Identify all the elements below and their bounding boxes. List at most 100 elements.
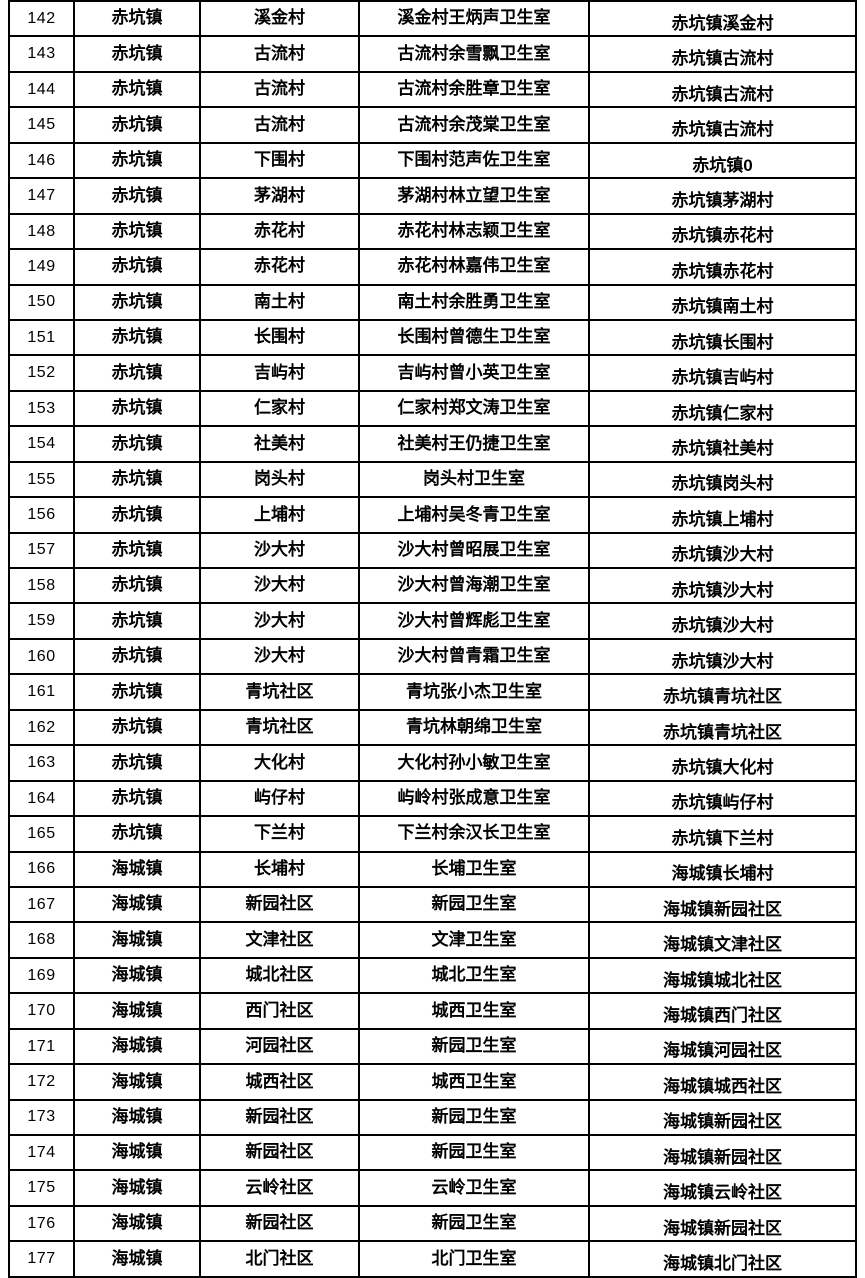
cell-no: 173 bbox=[10, 1100, 75, 1134]
cell-no: 169 bbox=[10, 958, 75, 993]
cell-town: 赤坑镇 bbox=[75, 746, 201, 780]
cell-clinic: 屿岭村张成意卫生室 bbox=[360, 781, 590, 816]
table-row: 156 赤坑镇 上埔村 上埔村吴冬青卫生室 赤坑镇上埔村 bbox=[10, 496, 855, 532]
cell-clinic: 下兰村余汉长卫生室 bbox=[360, 817, 590, 851]
table-row: 177 海城镇 北门社区 北门卫生室 海城镇北门社区 bbox=[10, 1240, 855, 1276]
cell-village: 下兰村 bbox=[201, 817, 360, 851]
cell-town: 海城镇 bbox=[75, 1029, 201, 1064]
cell-no: 163 bbox=[10, 746, 75, 780]
cell-village: 城西社区 bbox=[201, 1065, 360, 1099]
cell-no: 145 bbox=[10, 108, 75, 142]
cell-no: 152 bbox=[10, 356, 75, 390]
cell-clinic: 茅湖村林立望卫生室 bbox=[360, 179, 590, 213]
cell-clinic: 云岭卫生室 bbox=[360, 1171, 590, 1205]
cell-clinic: 社美村王仍捷卫生室 bbox=[360, 427, 590, 461]
cell-combo: 赤坑镇青坑社区 bbox=[663, 687, 782, 707]
cell-town: 赤坑镇 bbox=[75, 462, 201, 497]
cell-town: 海城镇 bbox=[75, 994, 201, 1028]
cell-no: 165 bbox=[10, 817, 75, 851]
cell-no: 153 bbox=[10, 391, 75, 426]
table-row: 149 赤坑镇 赤花村 赤花村林嘉伟卫生室 赤坑镇赤花村 bbox=[10, 248, 855, 284]
cell-combo: 海城镇河园社区 bbox=[663, 1041, 782, 1061]
cell-town: 海城镇 bbox=[75, 958, 201, 993]
table-row: 150 赤坑镇 南土村 南土村余胜勇卫生室 赤坑镇南土村 bbox=[10, 283, 855, 319]
cell-clinic: 仁家村郑文涛卫生室 bbox=[360, 391, 590, 426]
cell-village: 沙大村 bbox=[201, 604, 360, 638]
cell-village: 岗头村 bbox=[201, 462, 360, 497]
table-row: 169 海城镇 城北社区 城北卫生室 海城镇城北社区 bbox=[10, 956, 855, 993]
cell-town: 赤坑镇 bbox=[75, 639, 201, 674]
cell-combo: 赤坑镇吉屿村 bbox=[671, 368, 774, 388]
cell-village: 文津社区 bbox=[201, 923, 360, 957]
cell-clinic: 城西卫生室 bbox=[360, 994, 590, 1028]
cell-town: 赤坑镇 bbox=[75, 214, 201, 249]
cell-combo: 赤坑镇沙大村 bbox=[671, 545, 774, 565]
cell-combo: 赤坑镇沙大村 bbox=[671, 651, 774, 671]
cell-clinic: 城北卫生室 bbox=[360, 958, 590, 993]
cell-village: 下围村 bbox=[201, 143, 360, 178]
cell-town: 海城镇 bbox=[75, 1100, 201, 1134]
cell-town: 海城镇 bbox=[75, 1242, 201, 1276]
cell-no: 162 bbox=[10, 710, 75, 745]
cell-village: 赤花村 bbox=[201, 250, 360, 284]
table-row: 176 海城镇 新园社区 新园卫生室 海城镇新园社区 bbox=[10, 1204, 855, 1241]
table-row: 163 赤坑镇 大化村 大化村孙小敏卫生室 赤坑镇大化村 bbox=[10, 744, 855, 780]
cell-clinic: 古流村余茂棠卫生室 bbox=[360, 108, 590, 142]
cell-clinic: 沙大村曾昭展卫生室 bbox=[360, 533, 590, 567]
table-row: 159 赤坑镇 沙大村 沙大村曾辉彪卫生室 赤坑镇沙大村 bbox=[10, 602, 855, 638]
cell-village: 青坑社区 bbox=[201, 675, 360, 709]
cell-combo: 海城镇西门社区 bbox=[663, 1006, 782, 1025]
table-row: 171 海城镇 河园社区 新园卫生室 海城镇河园社区 bbox=[10, 1027, 855, 1064]
cell-clinic: 新园卫生室 bbox=[360, 1029, 590, 1064]
cell-clinic: 北门卫生室 bbox=[360, 1242, 590, 1276]
cell-village: 云岭社区 bbox=[201, 1171, 360, 1205]
cell-village: 仁家村 bbox=[201, 391, 360, 426]
table-row: 147 赤坑镇 茅湖村 茅湖村林立望卫生室 赤坑镇茅湖村 bbox=[10, 177, 855, 213]
cell-village: 新园社区 bbox=[201, 887, 360, 922]
cell-village: 古流村 bbox=[201, 72, 360, 107]
cell-clinic: 上埔村吴冬青卫生室 bbox=[360, 498, 590, 532]
cell-no: 156 bbox=[10, 498, 75, 532]
table-row: 151 赤坑镇 长围村 长围村曾德生卫生室 赤坑镇长围村 bbox=[10, 318, 855, 355]
cell-town: 赤坑镇 bbox=[75, 143, 201, 178]
cell-village: 屿仔村 bbox=[201, 781, 360, 816]
cell-village: 社美村 bbox=[201, 427, 360, 461]
cell-town: 海城镇 bbox=[75, 923, 201, 957]
table-row: 155 赤坑镇 岗头村 岗头村卫生室 赤坑镇岗头村 bbox=[10, 460, 855, 497]
cell-combo: 赤坑镇茅湖村 bbox=[671, 190, 774, 210]
cell-no: 176 bbox=[10, 1206, 75, 1241]
table-row: 157 赤坑镇 沙大村 沙大村曾昭展卫生室 赤坑镇沙大村 bbox=[10, 531, 855, 567]
cell-no: 142 bbox=[10, 2, 75, 36]
table-row: 145 赤坑镇 古流村 古流村余茂棠卫生室 赤坑镇古流村 bbox=[10, 106, 855, 142]
cell-no: 167 bbox=[10, 887, 75, 922]
cell-village: 北门社区 bbox=[201, 1242, 360, 1276]
cell-town: 赤坑镇 bbox=[75, 391, 201, 426]
cell-town: 海城镇 bbox=[75, 887, 201, 922]
cell-no: 149 bbox=[10, 250, 75, 284]
table-row: 142 赤坑镇 溪金村 溪金村王炳声卫生室 赤坑镇溪金村 bbox=[10, 0, 855, 36]
table-row: 143 赤坑镇 古流村 古流村余雪飘卫生室 赤坑镇古流村 bbox=[10, 35, 855, 71]
table-row: 170 海城镇 西门社区 城西卫生室 海城镇西门社区 bbox=[10, 992, 855, 1028]
cell-no: 166 bbox=[10, 852, 75, 886]
cell-combo: 赤坑镇下兰村 bbox=[671, 828, 774, 848]
table-row: 168 海城镇 文津社区 文津卫生室 海城镇文津社区 bbox=[10, 921, 855, 957]
table-row: 173 海城镇 新园社区 新园卫生室 海城镇新园社区 bbox=[10, 1098, 855, 1134]
table-row: 158 赤坑镇 沙大村 沙大村曾海潮卫生室 赤坑镇沙大村 bbox=[10, 567, 855, 603]
cell-clinic: 赤花村林志颖卫生室 bbox=[360, 214, 590, 249]
cell-combo: 赤坑镇古流村 bbox=[671, 49, 774, 69]
cell-clinic: 青坑张小杰卫生室 bbox=[360, 675, 590, 709]
cell-town: 赤坑镇 bbox=[75, 320, 201, 355]
cell-town: 赤坑镇 bbox=[75, 817, 201, 851]
cell-town: 赤坑镇 bbox=[75, 37, 201, 71]
cell-combo: 赤坑镇青坑社区 bbox=[663, 722, 782, 742]
table-row: 166 海城镇 长埔村 长埔卫生室 海城镇长埔村 bbox=[10, 850, 855, 886]
cell-clinic: 新园卫生室 bbox=[360, 1136, 590, 1170]
cell-village: 南土村 bbox=[201, 285, 360, 319]
cell-clinic: 新园卫生室 bbox=[360, 1206, 590, 1241]
cell-town: 赤坑镇 bbox=[75, 533, 201, 567]
cell-town: 海城镇 bbox=[75, 852, 201, 886]
cell-clinic: 大化村孙小敏卫生室 bbox=[360, 746, 590, 780]
table-row: 172 海城镇 城西社区 城西卫生室 海城镇城西社区 bbox=[10, 1063, 855, 1099]
cell-combo: 海城镇云岭社区 bbox=[663, 1183, 782, 1203]
cell-combo: 赤坑镇古流村 bbox=[671, 120, 774, 140]
